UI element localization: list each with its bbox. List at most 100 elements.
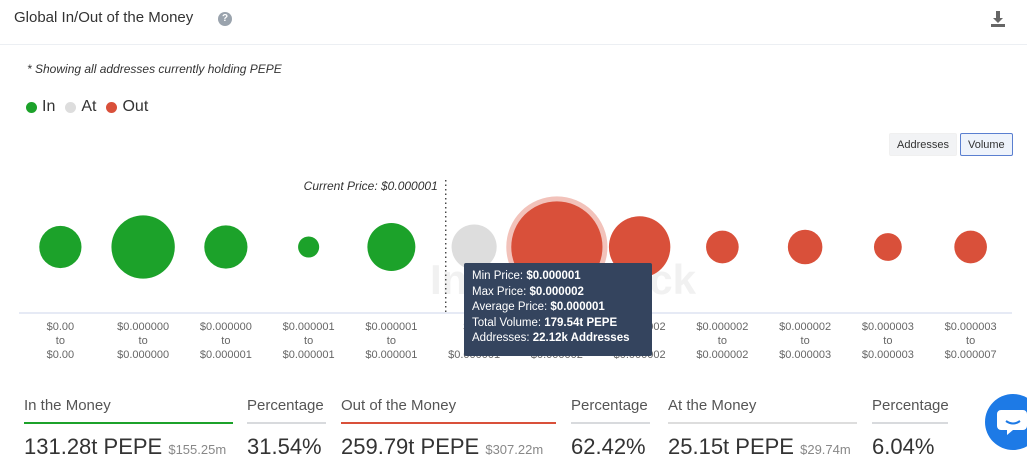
x-tick-label: to (387, 335, 396, 347)
in-the-money-value-row: 131.28t PEPE $155.25m (24, 434, 233, 460)
bubble-out[interactable] (787, 229, 823, 265)
in-percentage-line (247, 422, 326, 424)
addresses-toggle-button[interactable]: Addresses (889, 133, 957, 156)
summary-stats: In the Money 131.28t PEPE $155.25m Perce… (24, 396, 1004, 462)
holders-note: * Showing all addresses currently holdin… (27, 62, 282, 76)
out-percentage-line (571, 422, 650, 424)
x-tick-label: to (304, 335, 313, 347)
x-tick-label: to (966, 335, 975, 347)
tooltip-max-price-value: $0.000002 (529, 285, 584, 298)
bubble-in[interactable] (204, 225, 248, 269)
metric-toggle: Addresses Volume (889, 133, 1013, 156)
in-percentage-label: Percentage (247, 397, 324, 414)
in-the-money-percentage: Percentage 31.54% (247, 396, 326, 460)
x-tick-label: $0.000000 (117, 349, 169, 361)
x-tick-label: $0.000003 (862, 321, 914, 333)
tooltip-min-price-label: Min Price: (472, 270, 524, 282)
legend-dot-out (106, 101, 118, 113)
tooltip-addresses-label: Addresses: (472, 332, 530, 344)
tooltip-avg-price-label: Average Price: (472, 301, 548, 313)
out-of-the-money-stat: Out of the Money 259.79t PEPE $307.22m (341, 396, 556, 460)
out-percentage-label: Percentage (571, 397, 648, 414)
chat-bubble-icon (997, 410, 1027, 435)
widget-header: Global In/Out of the Money ? (0, 0, 1027, 45)
bubble-in[interactable] (367, 223, 416, 271)
at-percentage-label: Percentage (872, 397, 949, 414)
x-tick-label: to (883, 335, 892, 347)
download-icon[interactable] (988, 9, 1008, 29)
in-the-money-label: In the Money (24, 397, 111, 414)
at-the-money-value-row: 25.15t PEPE $29.74m (668, 434, 857, 460)
legend-label-out: Out (122, 98, 149, 115)
bubble-out[interactable] (608, 216, 671, 278)
bubble-in[interactable] (298, 236, 320, 258)
at-percentage-line (872, 422, 948, 424)
bubble-tooltip: Min Price: $0.000001 Max Price: $0.00000… (464, 263, 652, 356)
at-the-money-value: 25.15t PEPE (668, 434, 794, 459)
tooltip-addresses: Addresses: 22.12k Addresses (472, 331, 644, 347)
x-tick-label: $0.00 (47, 349, 75, 361)
x-tick-label: $0.000001 (365, 321, 417, 333)
tooltip-volume: Total Volume: 179.54t PEPE (472, 316, 644, 332)
x-tick-label: $0.000003 (862, 349, 914, 361)
out-of-the-money-label: Out of the Money (341, 397, 457, 414)
widget-title: Global In/Out of the Money (14, 9, 194, 26)
legend-item-in[interactable]: In (26, 98, 55, 116)
legend-item-out[interactable]: Out (106, 98, 148, 116)
x-tick-label: $0.000003 (945, 321, 997, 333)
x-tick-label: $0.000002 (696, 321, 748, 333)
x-tick-label: $0.000000 (200, 321, 252, 333)
x-tick-label: $0.000007 (945, 349, 997, 361)
chat-support-button[interactable] (985, 394, 1027, 450)
bubble-out[interactable] (873, 233, 902, 261)
at-the-money-stat: At the Money 25.15t PEPE $29.74m (668, 396, 857, 460)
x-tick-label: $0.000000 (117, 321, 169, 333)
out-of-the-money-usd: $307.22m (485, 442, 544, 457)
legend-dot-at (65, 101, 77, 113)
x-tick-label: $0.000001 (283, 321, 335, 333)
bubble-at[interactable] (451, 224, 497, 270)
in-the-money-stat: In the Money 131.28t PEPE $155.25m (24, 396, 233, 460)
help-icon[interactable]: ? (218, 12, 232, 26)
x-tick-label: $0.000001 (200, 349, 252, 361)
in-the-money-line (24, 422, 233, 424)
out-of-the-money-percentage: Percentage 62.42% (571, 396, 650, 460)
legend-label-in: In (42, 98, 56, 115)
x-tick-label: to (718, 335, 727, 347)
out-of-the-money-line (341, 422, 556, 424)
legend-label-at: At (81, 98, 97, 115)
at-the-money-label: At the Money (668, 397, 757, 414)
out-percentage-value: 62.42% (571, 434, 646, 459)
bubble-out[interactable] (954, 230, 987, 264)
in-the-money-usd: $155.25m (168, 442, 227, 457)
tooltip-max-price: Max Price: $0.000002 (472, 285, 644, 301)
x-tick-label: $0.000001 (283, 349, 335, 361)
x-tick-label: to (139, 335, 148, 347)
tooltip-avg-price-value: $0.000001 (550, 301, 605, 313)
tooltip-volume-value: 179.54t PEPE (544, 316, 618, 329)
bubble-out[interactable] (706, 230, 739, 264)
tooltip-min-price: Min Price: $0.000001 (472, 269, 644, 285)
x-tick-label: to (221, 335, 230, 347)
in-percentage-value: 31.54% (247, 434, 322, 459)
x-tick-label: $0.000003 (779, 349, 831, 361)
x-tick-label: $0.000001 (365, 349, 417, 361)
at-the-money-percentage: Percentage 6.04% (872, 396, 949, 460)
chart-legend: In At Out (26, 97, 148, 117)
legend-item-at[interactable]: At (65, 98, 96, 116)
at-the-money-line (668, 422, 857, 424)
tooltip-volume-label: Total Volume: (472, 316, 542, 329)
tooltip-addresses-value: 22.12k Addresses (532, 332, 630, 344)
volume-toggle-button[interactable]: Volume (959, 133, 1013, 156)
at-percentage-value: 6.04% (872, 434, 935, 459)
out-of-the-money-value: 259.79t PEPE (341, 434, 480, 459)
legend-dot-in (26, 101, 37, 113)
bubble-in[interactable] (111, 215, 175, 279)
current-price-label: Current Price: $0.000001 (304, 179, 438, 193)
tooltip-min-price-value: $0.000001 (526, 270, 581, 282)
x-tick-label: to (801, 335, 810, 347)
bubble-in[interactable] (39, 225, 82, 269)
at-the-money-usd: $29.74m (800, 442, 851, 457)
tooltip-max-price-label: Max Price: (472, 285, 527, 298)
